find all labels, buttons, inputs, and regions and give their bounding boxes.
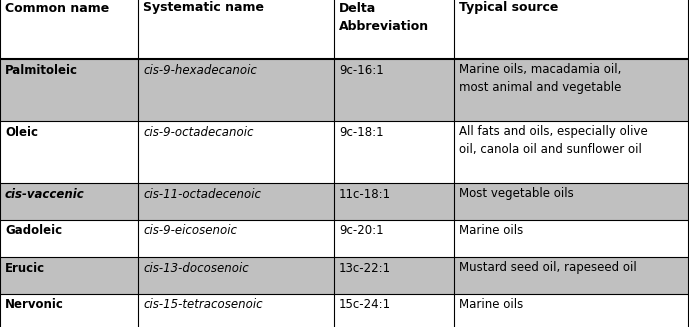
Text: Nervonic: Nervonic	[5, 299, 64, 312]
Text: Systematic name: Systematic name	[143, 2, 264, 14]
Text: Marine oils: Marine oils	[459, 299, 523, 312]
Text: Typical source: Typical source	[459, 2, 558, 14]
Bar	[334, 294, 454, 327]
Bar	[0, 182, 138, 219]
Text: cis-9-eicosenoic: cis-9-eicosenoic	[143, 225, 237, 237]
Text: 11c-18:1: 11c-18:1	[339, 187, 391, 200]
Bar	[334, 121, 454, 182]
Text: cis-11-octadecenoic: cis-11-octadecenoic	[143, 187, 261, 200]
Bar	[138, 256, 334, 294]
Bar	[0, 0, 138, 59]
Bar	[334, 0, 454, 59]
Text: 15c-24:1: 15c-24:1	[339, 299, 391, 312]
Bar	[454, 219, 689, 256]
Bar	[454, 182, 689, 219]
Bar	[0, 59, 138, 121]
Text: Gadoleic: Gadoleic	[5, 225, 62, 237]
Bar	[454, 121, 689, 182]
Text: oil, canola oil and sunflower oil: oil, canola oil and sunflower oil	[459, 143, 642, 156]
Text: most animal and vegetable: most animal and vegetable	[459, 81, 621, 94]
Bar	[138, 294, 334, 327]
Bar	[334, 219, 454, 256]
Text: Most vegetable oils: Most vegetable oils	[459, 187, 574, 200]
Bar	[138, 219, 334, 256]
Text: 9c-20:1: 9c-20:1	[339, 225, 384, 237]
Bar	[334, 59, 454, 121]
Bar	[334, 256, 454, 294]
Bar	[0, 121, 138, 182]
Text: Mustard seed oil, rapeseed oil: Mustard seed oil, rapeseed oil	[459, 262, 637, 274]
Text: cis-9-octadecanoic: cis-9-octadecanoic	[143, 126, 254, 139]
Text: Abbreviation: Abbreviation	[339, 20, 429, 33]
Text: 13c-22:1: 13c-22:1	[339, 262, 391, 274]
Bar	[138, 0, 334, 59]
Text: Delta: Delta	[339, 2, 376, 14]
Text: Erucic: Erucic	[5, 262, 45, 274]
Bar	[454, 256, 689, 294]
Text: cis-vaccenic: cis-vaccenic	[5, 187, 85, 200]
Text: Palmitoleic: Palmitoleic	[5, 63, 78, 77]
Text: Marine oils: Marine oils	[459, 225, 523, 237]
Text: 9c-16:1: 9c-16:1	[339, 63, 384, 77]
Bar	[0, 256, 138, 294]
Bar	[0, 219, 138, 256]
Text: Oleic: Oleic	[5, 126, 38, 139]
Bar	[138, 182, 334, 219]
Bar	[454, 59, 689, 121]
Text: Common name: Common name	[5, 2, 110, 14]
Text: Marine oils, macadamia oil,: Marine oils, macadamia oil,	[459, 63, 621, 77]
Bar	[454, 0, 689, 59]
Bar	[138, 121, 334, 182]
Text: All fats and oils, especially olive: All fats and oils, especially olive	[459, 126, 648, 139]
Bar	[454, 294, 689, 327]
Bar	[138, 59, 334, 121]
Text: cis-9-hexadecanoic: cis-9-hexadecanoic	[143, 63, 257, 77]
Text: cis-13-docosenoic: cis-13-docosenoic	[143, 262, 249, 274]
Bar	[0, 294, 138, 327]
Text: cis-15-tetracosenoic: cis-15-tetracosenoic	[143, 299, 263, 312]
Text: 9c-18:1: 9c-18:1	[339, 126, 384, 139]
Bar	[334, 182, 454, 219]
